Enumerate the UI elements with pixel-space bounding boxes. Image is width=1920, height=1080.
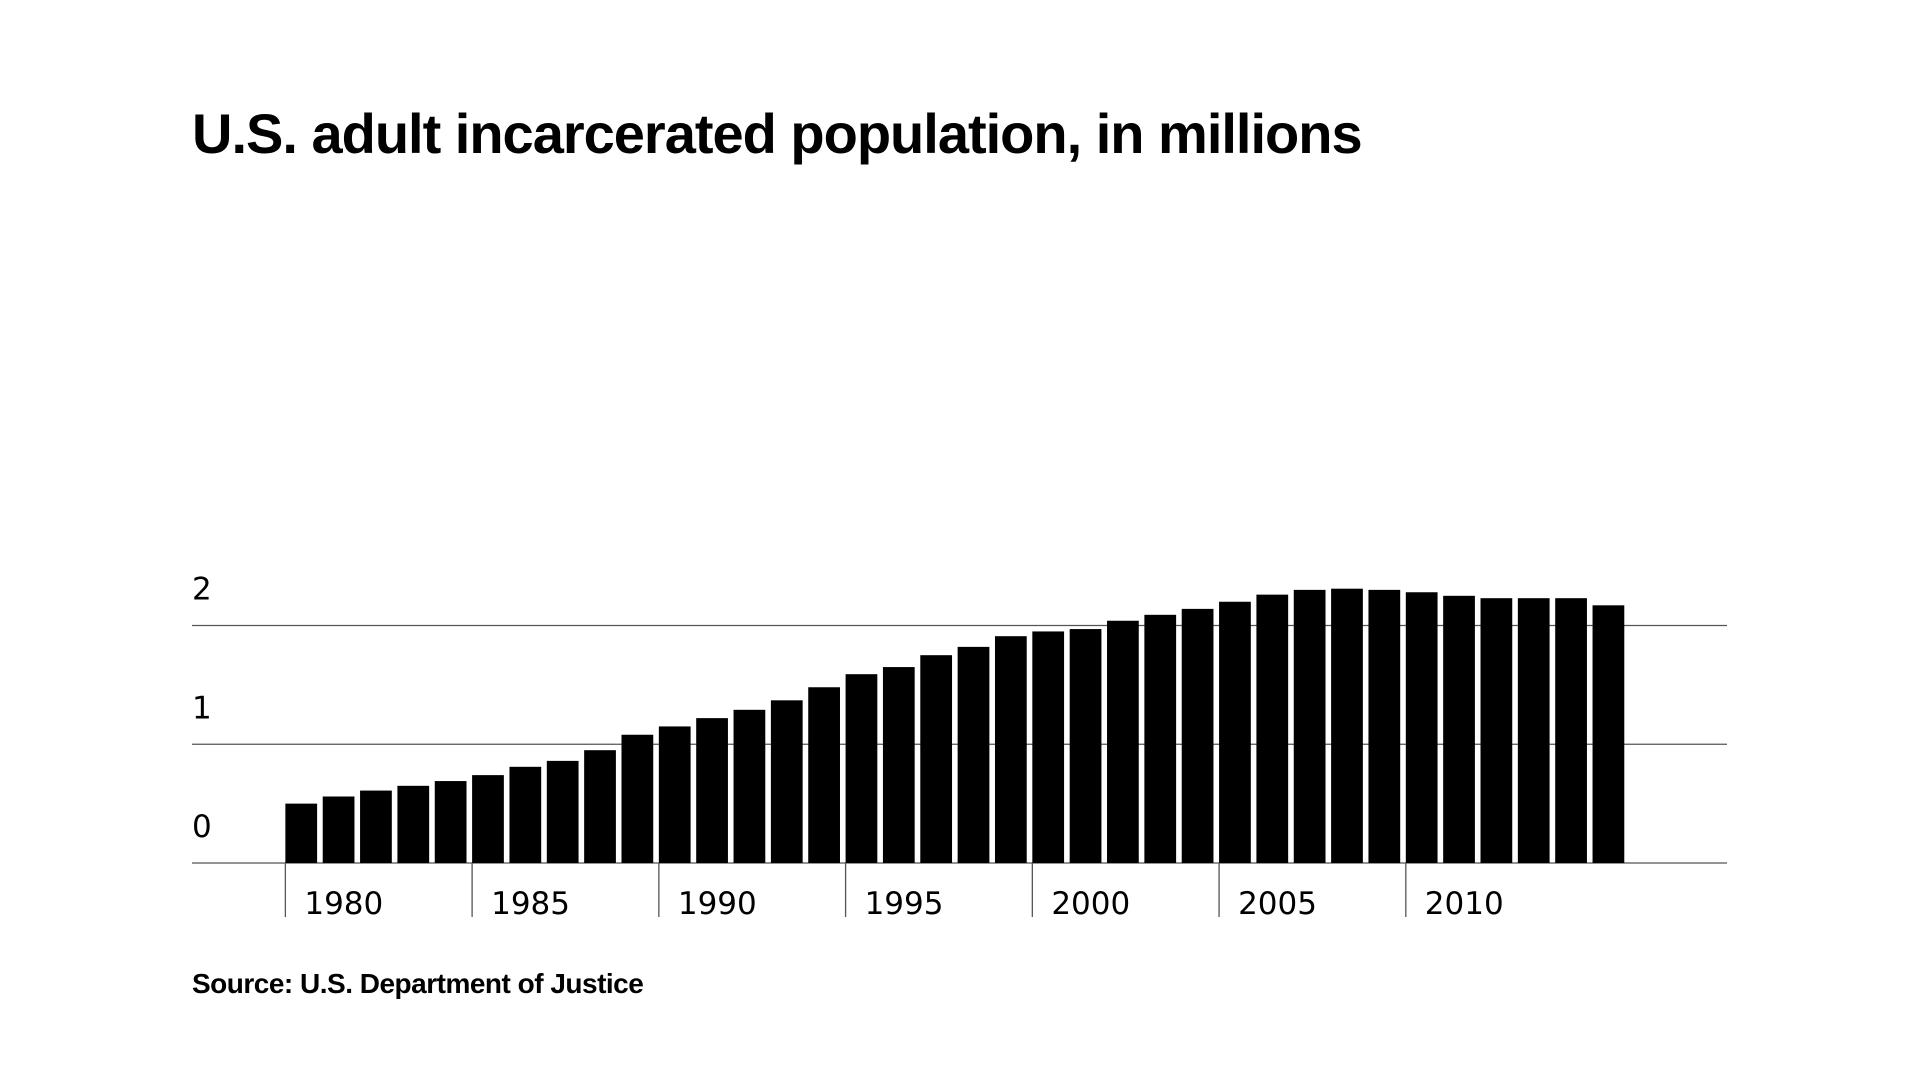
bar <box>621 734 654 863</box>
bar <box>1331 588 1363 863</box>
bar <box>882 667 915 863</box>
x-tick-label: 1980 <box>304 886 383 922</box>
bar <box>1256 594 1289 863</box>
y-tick-label: 0 <box>192 809 212 845</box>
bar <box>845 674 878 863</box>
bar <box>770 700 803 863</box>
bar <box>994 636 1027 863</box>
bar <box>733 709 766 863</box>
bar <box>584 750 616 863</box>
bar <box>1480 598 1513 863</box>
x-tick-label: 1990 <box>678 886 757 922</box>
bar <box>1069 629 1102 863</box>
bar <box>920 655 953 863</box>
bar <box>696 718 728 863</box>
bar <box>658 726 691 863</box>
bar <box>1405 592 1438 863</box>
bar <box>1181 608 1214 863</box>
bar <box>1293 589 1326 863</box>
bar <box>322 796 355 863</box>
x-tick-label: 2005 <box>1238 886 1317 922</box>
bar <box>1443 595 1475 863</box>
bar <box>546 760 579 863</box>
bar <box>1555 598 1587 863</box>
x-tick-label: 1995 <box>865 886 944 922</box>
bar <box>1517 598 1550 863</box>
x-tick-label: 2000 <box>1051 886 1130 922</box>
bar <box>957 646 990 863</box>
bar <box>1219 601 1251 863</box>
y-tick-label: 1 <box>192 690 212 726</box>
bar <box>509 766 542 863</box>
bar <box>360 790 392 863</box>
bar <box>434 781 467 863</box>
bar <box>1144 614 1177 863</box>
bar <box>285 803 318 863</box>
bar <box>1368 589 1401 863</box>
bar <box>1032 631 1065 863</box>
bar <box>397 785 430 863</box>
y-tick-label: 2 <box>192 572 212 608</box>
bar <box>472 775 504 863</box>
bar <box>1592 605 1625 863</box>
bar <box>808 687 840 863</box>
source-note: Source: U.S. Department of Justice <box>192 968 643 999</box>
x-tick-label: 1985 <box>491 886 570 922</box>
x-tick-label: 2010 <box>1425 886 1504 922</box>
chart-title: U.S. adult incarcerated population, in m… <box>192 102 1362 165</box>
bar <box>1107 620 1139 863</box>
